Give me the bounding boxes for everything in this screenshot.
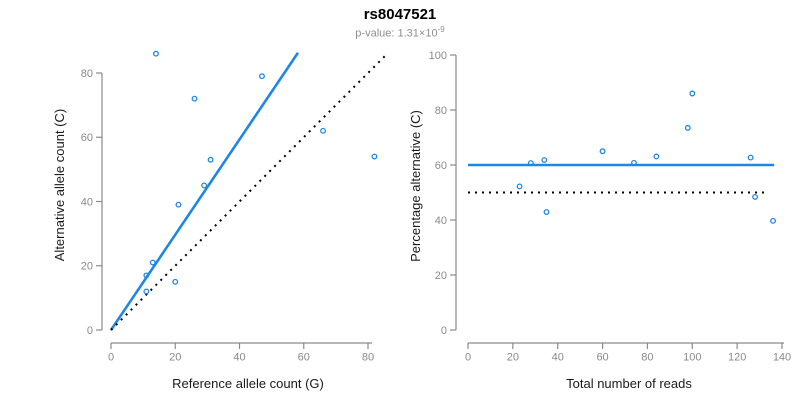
identity-line: [110, 53, 388, 331]
fit-line: [109, 52, 300, 331]
chart-subtitle: p-value: 1.31×10-9: [0, 25, 800, 40]
data-point: [143, 288, 150, 295]
x-tick-label: 120: [728, 352, 746, 364]
y-tick-label: 40: [81, 196, 93, 208]
data-point: [172, 278, 179, 285]
data-point: [320, 127, 326, 134]
data-point: [653, 153, 660, 160]
x-tick-label: 20: [169, 352, 181, 364]
data-point: [631, 159, 637, 166]
data-point: [516, 183, 523, 190]
data-point: [175, 201, 182, 208]
y-tick-label: 0: [87, 325, 93, 337]
chart-title: rs8047521: [363, 6, 437, 23]
p-value-exponent: -9: [437, 25, 445, 35]
data-point: [752, 193, 759, 200]
chart-header: rs8047521 p-value: 1.31×10-9: [0, 6, 800, 41]
y-tick-label: 80: [435, 105, 447, 117]
x-tick-label: 20: [507, 352, 519, 364]
y-tick-label: 0: [441, 325, 447, 337]
x-tick-label: 80: [362, 352, 374, 364]
panel-percentage-vs-reads: 0 20 40 60 80 100 0 20 40 60 80 100 120 140: [429, 50, 792, 364]
y-tick-label: 60: [435, 160, 447, 172]
y-tick-label: 80: [81, 68, 93, 80]
panel-allele-counts: 0 20 40 60 80 0 20 40 60 80: [81, 50, 388, 364]
data-point: [541, 157, 548, 163]
data-point: [191, 95, 198, 102]
right-x-axis-title: Total number of reads: [566, 376, 692, 391]
data-point: [153, 50, 159, 57]
right-y-axis-title: Percentage alternative (C): [408, 110, 423, 262]
data-point: [684, 124, 691, 131]
data-point: [543, 209, 550, 215]
x-tick-label: 0: [465, 352, 471, 364]
left-x-axis-title: Reference allele count (G): [172, 376, 324, 391]
y-tick-label: 20: [81, 261, 93, 273]
x-tick-label: 40: [552, 352, 564, 364]
left-y-axis-title: Alternative allele count (C): [52, 109, 67, 261]
y-tick-label: 20: [435, 270, 447, 282]
data-point: [747, 154, 754, 161]
data-point: [149, 259, 156, 266]
data-point: [259, 73, 265, 80]
x-tick-label: 60: [596, 352, 608, 364]
x-tick-label: 0: [108, 352, 114, 364]
data-point: [599, 148, 606, 155]
data-point: [201, 182, 208, 189]
data-point: [770, 217, 776, 224]
x-tick-label: 60: [298, 352, 310, 364]
data-point: [527, 160, 534, 167]
x-tick-label: 40: [233, 352, 245, 364]
data-point: [689, 90, 696, 97]
p-value-text: p-value: 1.31×10: [355, 27, 438, 40]
x-tick-label: 80: [641, 352, 653, 364]
x-tick-label: 140: [773, 352, 791, 364]
y-tick-label: 100: [429, 50, 447, 62]
y-tick-label: 60: [81, 132, 93, 144]
y-tick-label: 40: [435, 215, 447, 227]
data-point: [371, 153, 378, 160]
data-point: [207, 156, 214, 163]
x-tick-label: 100: [683, 352, 701, 364]
data-point: [143, 272, 150, 279]
